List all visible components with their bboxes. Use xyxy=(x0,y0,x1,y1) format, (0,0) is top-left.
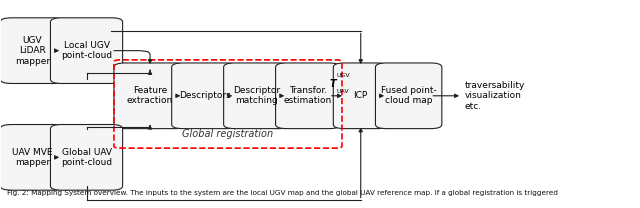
Text: UAV MVE
mapper: UAV MVE mapper xyxy=(12,148,53,167)
FancyBboxPatch shape xyxy=(51,125,123,190)
FancyBboxPatch shape xyxy=(114,63,186,129)
FancyBboxPatch shape xyxy=(51,18,123,83)
Text: UAV: UAV xyxy=(336,89,349,94)
FancyBboxPatch shape xyxy=(0,18,65,83)
Text: Descriptor
matching: Descriptor matching xyxy=(233,86,280,105)
FancyBboxPatch shape xyxy=(376,63,442,129)
Text: traversability
visualization
etc.: traversability visualization etc. xyxy=(465,81,525,111)
FancyBboxPatch shape xyxy=(333,63,388,129)
Text: $\boldsymbol{T}$: $\boldsymbol{T}$ xyxy=(329,77,338,89)
Text: Feature
extraction: Feature extraction xyxy=(127,86,173,105)
FancyBboxPatch shape xyxy=(172,63,238,129)
FancyBboxPatch shape xyxy=(223,63,290,129)
Text: Local UGV
point-cloud: Local UGV point-cloud xyxy=(61,41,112,60)
Text: UGV
LiDAR
mapper: UGV LiDAR mapper xyxy=(15,36,50,66)
Text: Descriptors: Descriptors xyxy=(179,91,231,100)
FancyBboxPatch shape xyxy=(0,125,65,190)
Text: Transfor.
estimation: Transfor. estimation xyxy=(284,86,332,105)
Text: Fused point-
cloud map: Fused point- cloud map xyxy=(381,86,436,105)
Text: Fig. 2: Mapping System overview. The inputs to the system are the local UGV map : Fig. 2: Mapping System overview. The inp… xyxy=(7,190,558,196)
Text: Global UAV
point-cloud: Global UAV point-cloud xyxy=(61,148,112,167)
Text: ICP: ICP xyxy=(354,91,368,100)
FancyBboxPatch shape xyxy=(276,63,340,129)
Text: Global registration: Global registration xyxy=(182,129,273,139)
Text: UGV: UGV xyxy=(336,73,350,78)
